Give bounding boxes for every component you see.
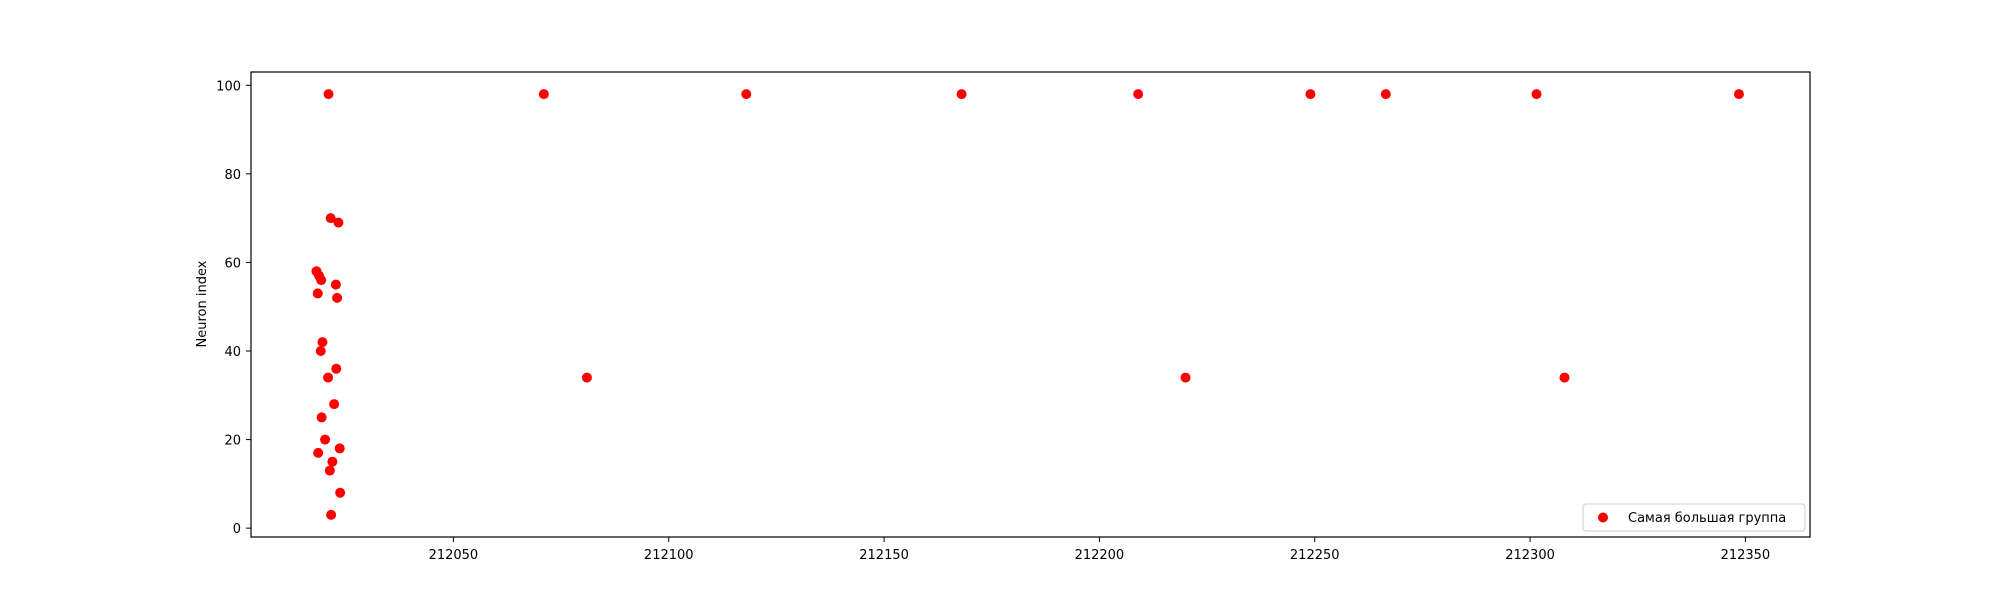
y-axis-label: Neuron index	[195, 260, 210, 347]
data-point	[327, 456, 338, 467]
x-tick-label: 212350	[1721, 548, 1771, 563]
x-tick-label: 212150	[859, 548, 909, 563]
data-point	[316, 412, 327, 423]
data-point	[323, 372, 334, 383]
plot-frame	[250, 71, 1811, 538]
y-tick-label: 80	[224, 168, 241, 183]
data-point	[329, 399, 340, 410]
legend-box	[1582, 503, 1806, 532]
data-point	[1380, 89, 1391, 100]
data-point	[323, 89, 334, 100]
data-point	[1180, 372, 1191, 383]
data-point	[1733, 89, 1744, 100]
y-tick-label: 60	[224, 256, 241, 271]
y-tick-label: 0	[233, 522, 241, 537]
data-point	[332, 292, 343, 303]
legend-label: Самая большая группа	[1628, 511, 1786, 526]
data-point	[312, 288, 323, 299]
points-layer	[311, 89, 1744, 520]
x-tick-label: 212300	[1505, 548, 1555, 563]
data-point	[1305, 89, 1316, 100]
legend-marker	[1598, 512, 1608, 523]
data-point	[324, 465, 335, 476]
legend: Самая большая группа	[1582, 503, 1806, 532]
y-axis-ticks: 0 20 40 60 80 100	[216, 79, 251, 537]
data-point	[1133, 89, 1144, 100]
data-point	[313, 447, 324, 458]
data-point	[320, 434, 331, 445]
data-point	[330, 279, 341, 290]
data-point	[333, 217, 344, 228]
y-tick-label: 40	[224, 345, 241, 360]
data-point	[315, 346, 326, 356]
data-point	[326, 509, 337, 520]
data-point	[316, 275, 327, 286]
data-point	[334, 443, 345, 454]
data-point	[325, 213, 336, 224]
x-tick-label: 212250	[1290, 548, 1340, 563]
data-point	[538, 89, 549, 100]
x-tick-label: 212200	[1075, 548, 1125, 563]
y-tick-label: 20	[224, 434, 241, 449]
y-tick-label: 100	[216, 79, 241, 94]
data-point	[741, 89, 752, 100]
data-point	[331, 363, 342, 374]
x-tick-label: 212050	[429, 548, 479, 563]
x-axis-ticks: 212050 212100 212150 212200 212250 212300 2123…	[429, 537, 1771, 563]
data-point	[1531, 89, 1542, 100]
data-point	[581, 372, 592, 383]
data-point	[956, 89, 967, 100]
data-point	[317, 337, 328, 348]
data-point	[1559, 372, 1570, 383]
data-point	[335, 487, 346, 498]
x-tick-label: 212100	[644, 548, 694, 563]
